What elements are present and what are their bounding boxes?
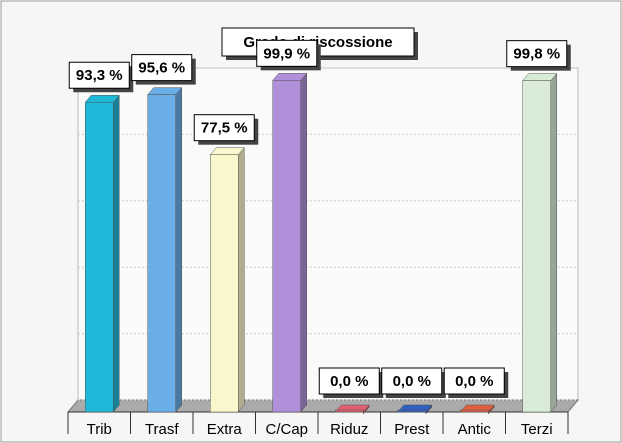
value-label: 0,0 %	[455, 373, 493, 390]
bar-top	[84, 94, 120, 103]
bar	[335, 409, 364, 413]
value-label: 77,5 %	[201, 120, 248, 137]
bar-side	[550, 72, 557, 413]
x-tick-label: Trib	[87, 421, 112, 438]
bar-top	[147, 87, 183, 95]
value-label: 95,6 %	[138, 60, 185, 77]
x-tick-label: Prest	[394, 421, 430, 438]
value-label-box	[68, 61, 130, 89]
x-tick-label: Trasf	[145, 421, 179, 438]
value-label: 0,0 %	[330, 373, 368, 390]
bar-top	[522, 73, 558, 81]
bar-side	[300, 72, 307, 413]
value-label: 99,9 %	[263, 45, 310, 62]
value-label: 0,0 %	[393, 373, 431, 390]
bar	[85, 101, 114, 413]
bar-side	[175, 86, 182, 413]
bar-side	[113, 94, 120, 413]
x-tick-label: C/Cap	[265, 421, 308, 438]
value-label-box	[256, 39, 318, 67]
bar	[272, 80, 301, 413]
bar	[147, 94, 176, 413]
x-tick-label: Antic	[458, 421, 492, 438]
value-label: 93,3 %	[76, 67, 123, 84]
bar-top	[272, 73, 308, 81]
value-label-box	[193, 114, 255, 142]
value-label-box	[318, 367, 380, 395]
x-tick-label: Riduz	[330, 421, 368, 438]
value-label: 99,8 %	[513, 46, 560, 63]
bar-top	[209, 147, 245, 155]
value-label-box	[131, 54, 193, 82]
value-label-box	[506, 40, 568, 68]
x-tick-label: Extra	[207, 421, 243, 438]
x-tick-label: Terzi	[521, 421, 553, 438]
bar	[397, 409, 426, 413]
bar	[522, 80, 551, 413]
bar	[460, 409, 489, 413]
floor	[66, 399, 580, 413]
bar	[210, 154, 239, 413]
value-label-box	[381, 367, 443, 395]
value-label-box	[443, 367, 505, 395]
bar-side	[238, 147, 245, 413]
